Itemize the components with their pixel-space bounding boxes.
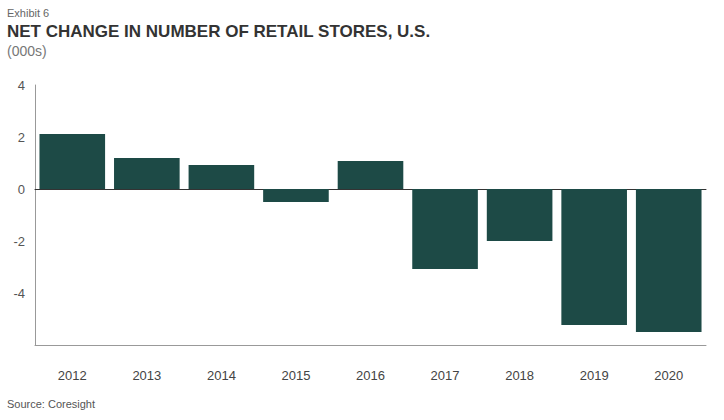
svg-text:4: 4 <box>18 78 25 93</box>
svg-text:2018: 2018 <box>505 368 534 383</box>
svg-text:0: 0 <box>18 182 25 197</box>
svg-text:2020: 2020 <box>654 368 683 383</box>
svg-text:2015: 2015 <box>281 368 310 383</box>
svg-text:2013: 2013 <box>132 368 161 383</box>
svg-text:2016: 2016 <box>356 368 385 383</box>
svg-text:-4: -4 <box>13 286 25 301</box>
svg-text:2017: 2017 <box>431 368 460 383</box>
svg-text:2012: 2012 <box>58 368 87 383</box>
svg-text:Source: Coresight: Source: Coresight <box>7 398 95 410</box>
svg-text:-2: -2 <box>13 234 25 249</box>
svg-text:2: 2 <box>18 130 25 145</box>
svg-text:2014: 2014 <box>207 368 236 383</box>
svg-text:(000s): (000s) <box>7 43 47 59</box>
svg-text:NET CHANGE IN NUMBER OF RETAIL: NET CHANGE IN NUMBER OF RETAIL STORES, U… <box>7 22 430 41</box>
svg-text:2019: 2019 <box>580 368 609 383</box>
svg-text:Exhibit 6: Exhibit 6 <box>7 7 49 19</box>
